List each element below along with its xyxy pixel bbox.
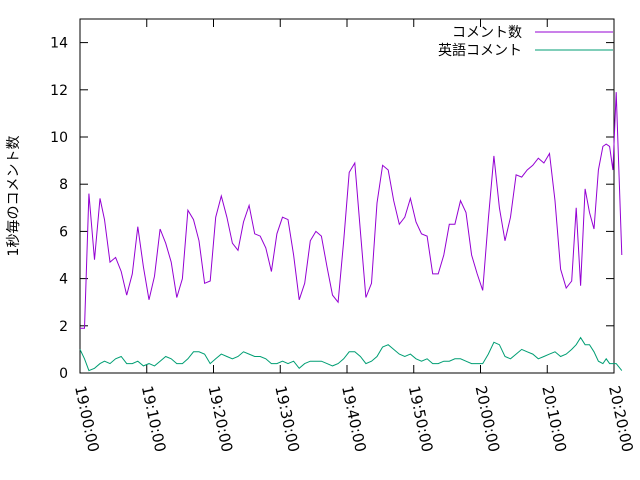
y-tick-label: 10 — [50, 130, 68, 146]
legend: コメント数 英語コメント — [438, 25, 613, 59]
x-tick-label: 20:10:00 — [538, 384, 570, 454]
legend-label-english-comments: 英語コメント — [438, 42, 522, 59]
x-tick-label: 19:10:00 — [138, 384, 170, 454]
x-tick-label: 20:20:00 — [605, 384, 637, 454]
x-tick-label: 19:50:00 — [405, 384, 437, 454]
y-tick-label: 6 — [59, 224, 68, 240]
y-tick-label: 4 — [59, 272, 68, 288]
legend-label-comments: コメント数 — [452, 25, 522, 41]
y-axis: 0 2 4 6 8 10 12 14 — [50, 36, 614, 382]
x-tick-label: 19:30:00 — [271, 384, 303, 454]
series-lines — [79, 92, 623, 372]
y-tick-label: 2 — [59, 319, 68, 335]
y-axis-label: 1秒毎のコメント数 — [6, 136, 22, 257]
series-line-1 — [79, 336, 623, 372]
y-tick-label: 14 — [50, 36, 68, 52]
series-line-0 — [80, 92, 623, 329]
x-tick-label: 20:00:00 — [472, 384, 504, 454]
x-tick-label: 19:20:00 — [205, 384, 237, 454]
x-tick-label: 19:40:00 — [338, 384, 370, 454]
y-tick-label: 8 — [59, 177, 68, 193]
x-tick-label: 19:00:00 — [71, 384, 103, 454]
y-tick-label: 12 — [50, 83, 68, 99]
y-tick-label: 0 — [59, 366, 68, 382]
x-axis: 19:00:00 19:10:00 19:20:00 19:30:00 19:40:00… — [71, 19, 637, 454]
